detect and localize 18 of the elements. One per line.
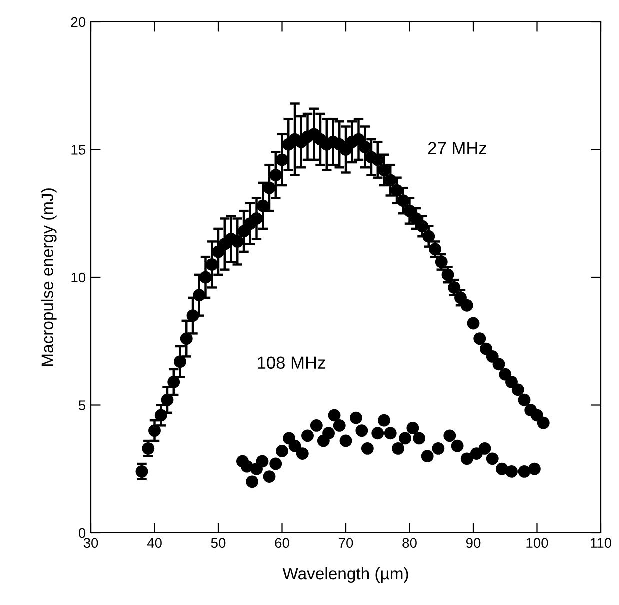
x-tick-label: 30 bbox=[84, 538, 98, 548]
x-tick-label: 50 bbox=[211, 538, 226, 548]
y-axis-title: Macropulse energy (mJ) bbox=[41, 188, 57, 366]
x-tick-label: 90 bbox=[466, 538, 481, 548]
x-axis-title: Wavelength (µm) bbox=[282, 567, 408, 584]
y-tick-label: 15 bbox=[72, 145, 86, 155]
y-tick-label: 20 bbox=[71, 17, 86, 28]
y-tick-label: 0 bbox=[78, 528, 86, 538]
x-tick-label: 100 bbox=[526, 538, 548, 548]
x-tick-label: 110 bbox=[590, 538, 612, 548]
x-tick-label: 80 bbox=[402, 538, 417, 548]
x-tick-label: 70 bbox=[338, 538, 354, 548]
text: 27 MHz bbox=[428, 142, 487, 154]
x-tick-label: 60 bbox=[275, 538, 290, 548]
y-tick-label: 10 bbox=[72, 272, 86, 283]
text: 108 MHz bbox=[258, 356, 326, 370]
y-tick-label: 5 bbox=[78, 400, 86, 410]
x-tick-label: 40 bbox=[147, 538, 162, 548]
